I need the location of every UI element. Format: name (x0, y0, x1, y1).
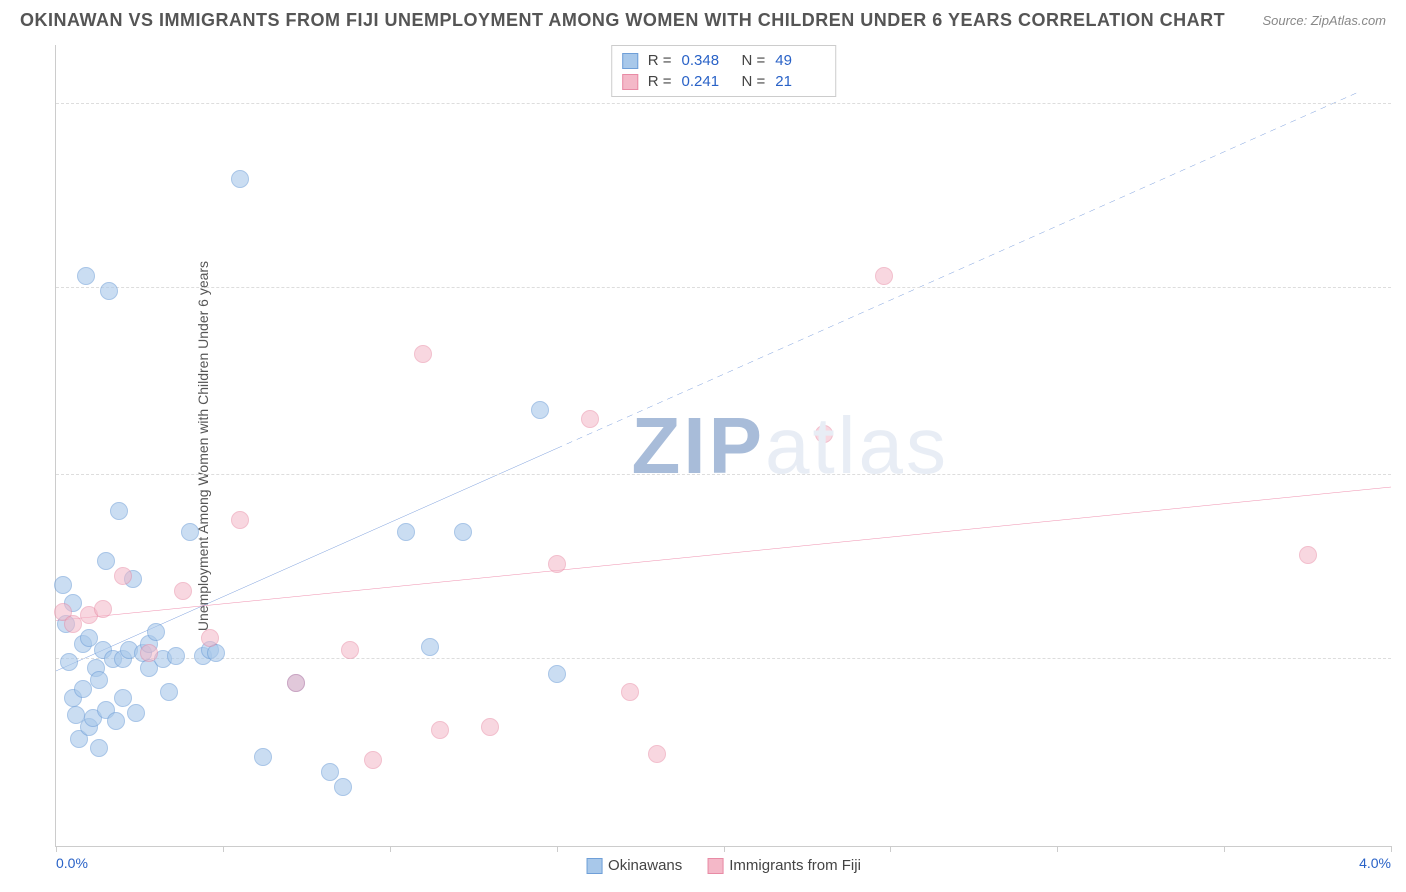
scatter-point (77, 267, 95, 285)
scatter-point (431, 721, 449, 739)
scatter-point (54, 576, 72, 594)
legend-r-value: 0.348 (682, 52, 732, 69)
series-legend: Okinawans Immigrants from Fiji (586, 857, 861, 874)
x-tick (724, 846, 725, 852)
scatter-point (341, 641, 359, 659)
scatter-point (174, 582, 192, 600)
trend-line (557, 92, 1358, 448)
x-tick (56, 846, 57, 852)
scatter-point (581, 410, 599, 428)
chart-title: OKINAWAN VS IMMIGRANTS FROM FIJI UNEMPLO… (20, 10, 1225, 31)
x-tick (557, 846, 558, 852)
scatter-point (140, 644, 158, 662)
x-max-label: 4.0% (1359, 855, 1391, 871)
scatter-point (548, 665, 566, 683)
gridline (56, 474, 1391, 475)
scatter-point (364, 751, 382, 769)
source-label: Source: ZipAtlas.com (1262, 13, 1386, 28)
scatter-point (815, 425, 833, 443)
scatter-point (110, 502, 128, 520)
scatter-point (107, 712, 125, 730)
scatter-point (231, 511, 249, 529)
scatter-point (481, 718, 499, 736)
x-min-label: 0.0% (56, 855, 88, 871)
series-legend-label: Immigrants from Fiji (729, 857, 861, 874)
x-tick (1057, 846, 1058, 852)
scatter-point (114, 567, 132, 585)
scatter-point (201, 629, 219, 647)
scatter-point (97, 552, 115, 570)
x-tick (890, 846, 891, 852)
scatter-point (875, 267, 893, 285)
trend-lines (56, 45, 1391, 846)
x-tick (1391, 846, 1392, 852)
scatter-point (90, 671, 108, 689)
scatter-point (421, 638, 439, 656)
x-tick (1224, 846, 1225, 852)
chart-plot-area: ZIPatlas R =0.348N =49R =0.241N =21 Okin… (55, 45, 1391, 847)
series-legend-item: Okinawans (586, 857, 682, 874)
series-legend-label: Okinawans (608, 857, 682, 874)
legend-r-value: 0.241 (682, 73, 732, 90)
scatter-point (114, 689, 132, 707)
scatter-point (147, 623, 165, 641)
scatter-point (94, 600, 112, 618)
scatter-point (160, 683, 178, 701)
scatter-point (64, 615, 82, 633)
legend-n-value: 49 (775, 52, 825, 69)
scatter-point (648, 745, 666, 763)
legend-swatch (586, 858, 602, 874)
legend-r-label: R = (648, 73, 672, 90)
legend-swatch (622, 53, 638, 69)
trend-line (56, 487, 1391, 621)
scatter-point (334, 778, 352, 796)
scatter-point (321, 763, 339, 781)
scatter-point (414, 345, 432, 363)
scatter-point (181, 523, 199, 541)
scatter-point (74, 680, 92, 698)
legend-n-value: 21 (775, 73, 825, 90)
scatter-point (531, 401, 549, 419)
gridline (56, 287, 1391, 288)
series-legend-item: Immigrants from Fiji (707, 857, 861, 874)
scatter-point (397, 523, 415, 541)
header: OKINAWAN VS IMMIGRANTS FROM FIJI UNEMPLO… (20, 10, 1386, 31)
scatter-point (100, 282, 118, 300)
x-tick (390, 846, 391, 852)
scatter-point (621, 683, 639, 701)
scatter-point (287, 674, 305, 692)
legend-swatch (707, 858, 723, 874)
legend-r-label: R = (648, 52, 672, 69)
scatter-point (60, 653, 78, 671)
scatter-point (454, 523, 472, 541)
scatter-point (167, 647, 185, 665)
trend-line (56, 448, 557, 671)
gridline (56, 658, 1391, 659)
scatter-point (1299, 546, 1317, 564)
legend-n-label: N = (742, 52, 766, 69)
scatter-point (90, 739, 108, 757)
scatter-point (548, 555, 566, 573)
legend-n-label: N = (742, 73, 766, 90)
scatter-point (231, 170, 249, 188)
legend-swatch (622, 74, 638, 90)
scatter-point (254, 748, 272, 766)
gridline (56, 103, 1391, 104)
correlation-legend: R = 0.348 N = 49 R = 0.241 N = 21 (611, 45, 837, 97)
correlation-legend-row: R = 0.241 N = 21 (622, 71, 826, 92)
correlation-legend-row: R = 0.348 N = 49 (622, 50, 826, 71)
x-tick (223, 846, 224, 852)
scatter-point (127, 704, 145, 722)
